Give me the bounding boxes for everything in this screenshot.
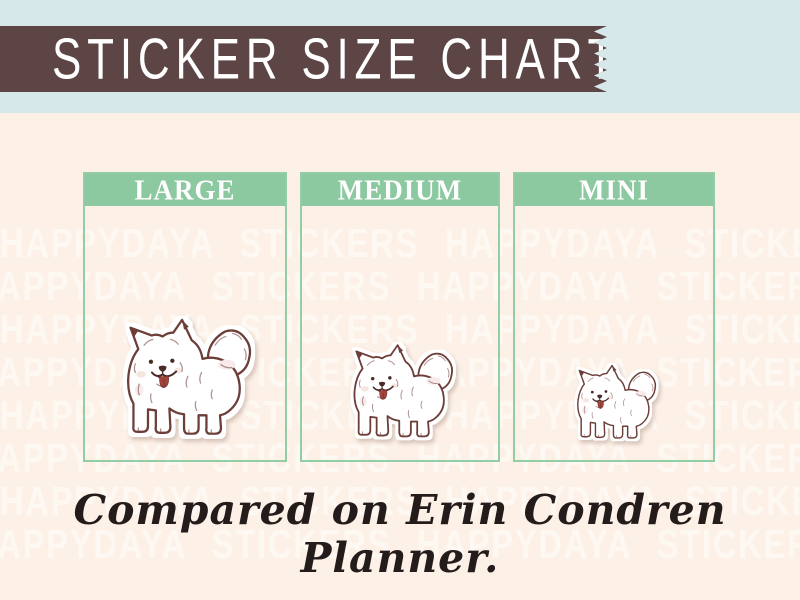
size-box-header: MINI [515, 174, 713, 206]
pomeranian-sticker-mini [568, 363, 661, 447]
size-label-mini: MINI [579, 173, 649, 206]
size-label-large: LARGE [134, 173, 236, 206]
comparison-caption: Compared on Erin Condren Planner. [73, 486, 727, 582]
size-box-large: LARGE [83, 172, 287, 462]
pomeranian-sticker-large [112, 316, 258, 447]
size-box-medium: MEDIUM [300, 172, 500, 462]
size-box-header: MEDIUM [302, 174, 498, 206]
title-banner: STICKER SIZE CHART [0, 26, 607, 92]
size-box-mini: MINI [513, 172, 715, 462]
size-label-medium: MEDIUM [337, 173, 463, 206]
page-title: STICKER SIZE CHART [52, 27, 621, 91]
pomeranian-sticker-medium [342, 342, 459, 447]
size-box-header: LARGE [85, 174, 285, 206]
